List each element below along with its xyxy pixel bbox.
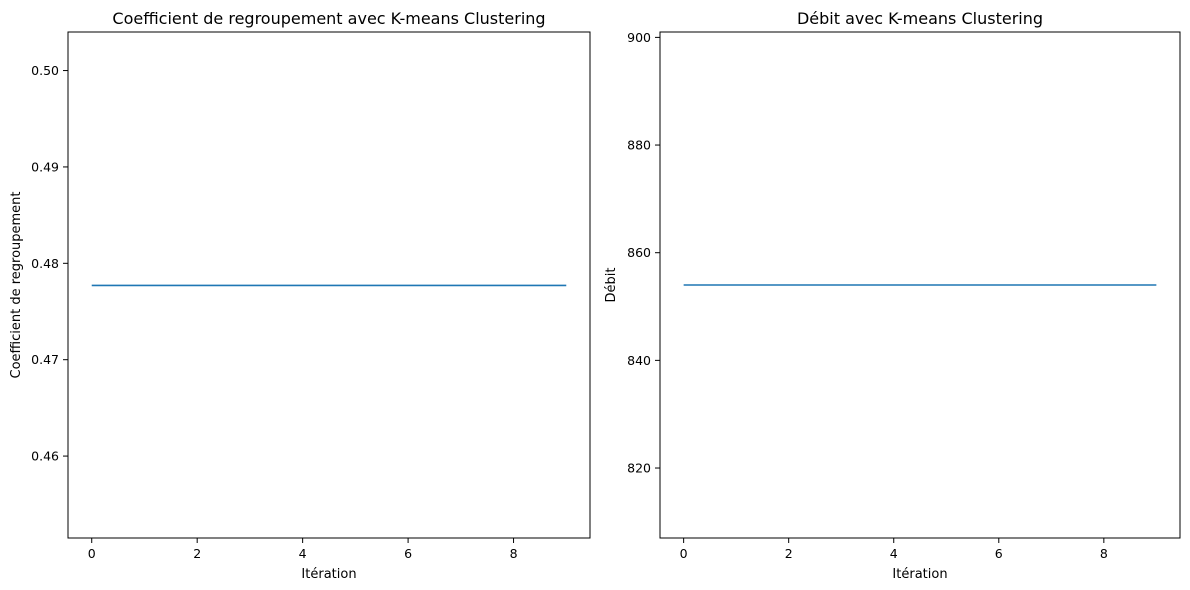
x-axis-label: Itération — [892, 567, 947, 582]
x-tick-label: 0 — [680, 546, 688, 561]
x-axis-label: Itération — [301, 567, 356, 582]
chart-title: Coefficient de regroupement avec K-means… — [112, 9, 545, 28]
x-tick-label: 2 — [193, 546, 201, 561]
y-tick-label: 860 — [627, 245, 651, 260]
y-tick-label: 840 — [627, 353, 651, 368]
x-tick-label: 2 — [785, 546, 793, 561]
x-tick-label: 0 — [88, 546, 96, 561]
plot-area-frame — [67, 31, 591, 539]
y-tick-label: 0.47 — [31, 352, 59, 367]
y-tick-label: 0.48 — [31, 256, 59, 271]
chart-panel-throughput: Débit avec K-means Clustering Itération … — [604, 9, 1181, 582]
y-tick-label: 0.50 — [31, 63, 59, 78]
y-tick-label: 0.49 — [31, 159, 59, 174]
y-axis-label: Coefficient de regroupement — [9, 191, 24, 378]
x-tick-label: 8 — [1100, 546, 1108, 561]
y-tick-label: 820 — [627, 461, 651, 476]
y-tick-label: 0.46 — [31, 449, 59, 464]
y-tick-label: 880 — [627, 138, 651, 153]
x-tick-label: 6 — [404, 546, 412, 561]
y-tick-label: 900 — [627, 30, 651, 45]
chart-title: Débit avec K-means Clustering — [797, 9, 1043, 28]
y-axis-label: Débit — [604, 268, 619, 303]
x-tick-label: 6 — [995, 546, 1003, 561]
plot-area-frame — [659, 31, 1181, 539]
x-tick-label: 4 — [299, 546, 307, 561]
chart-panel-clustering-coefficient: Coefficient de regroupement avec K-means… — [9, 9, 591, 582]
x-tick-label: 8 — [510, 546, 518, 561]
x-tick-label: 4 — [890, 546, 898, 561]
